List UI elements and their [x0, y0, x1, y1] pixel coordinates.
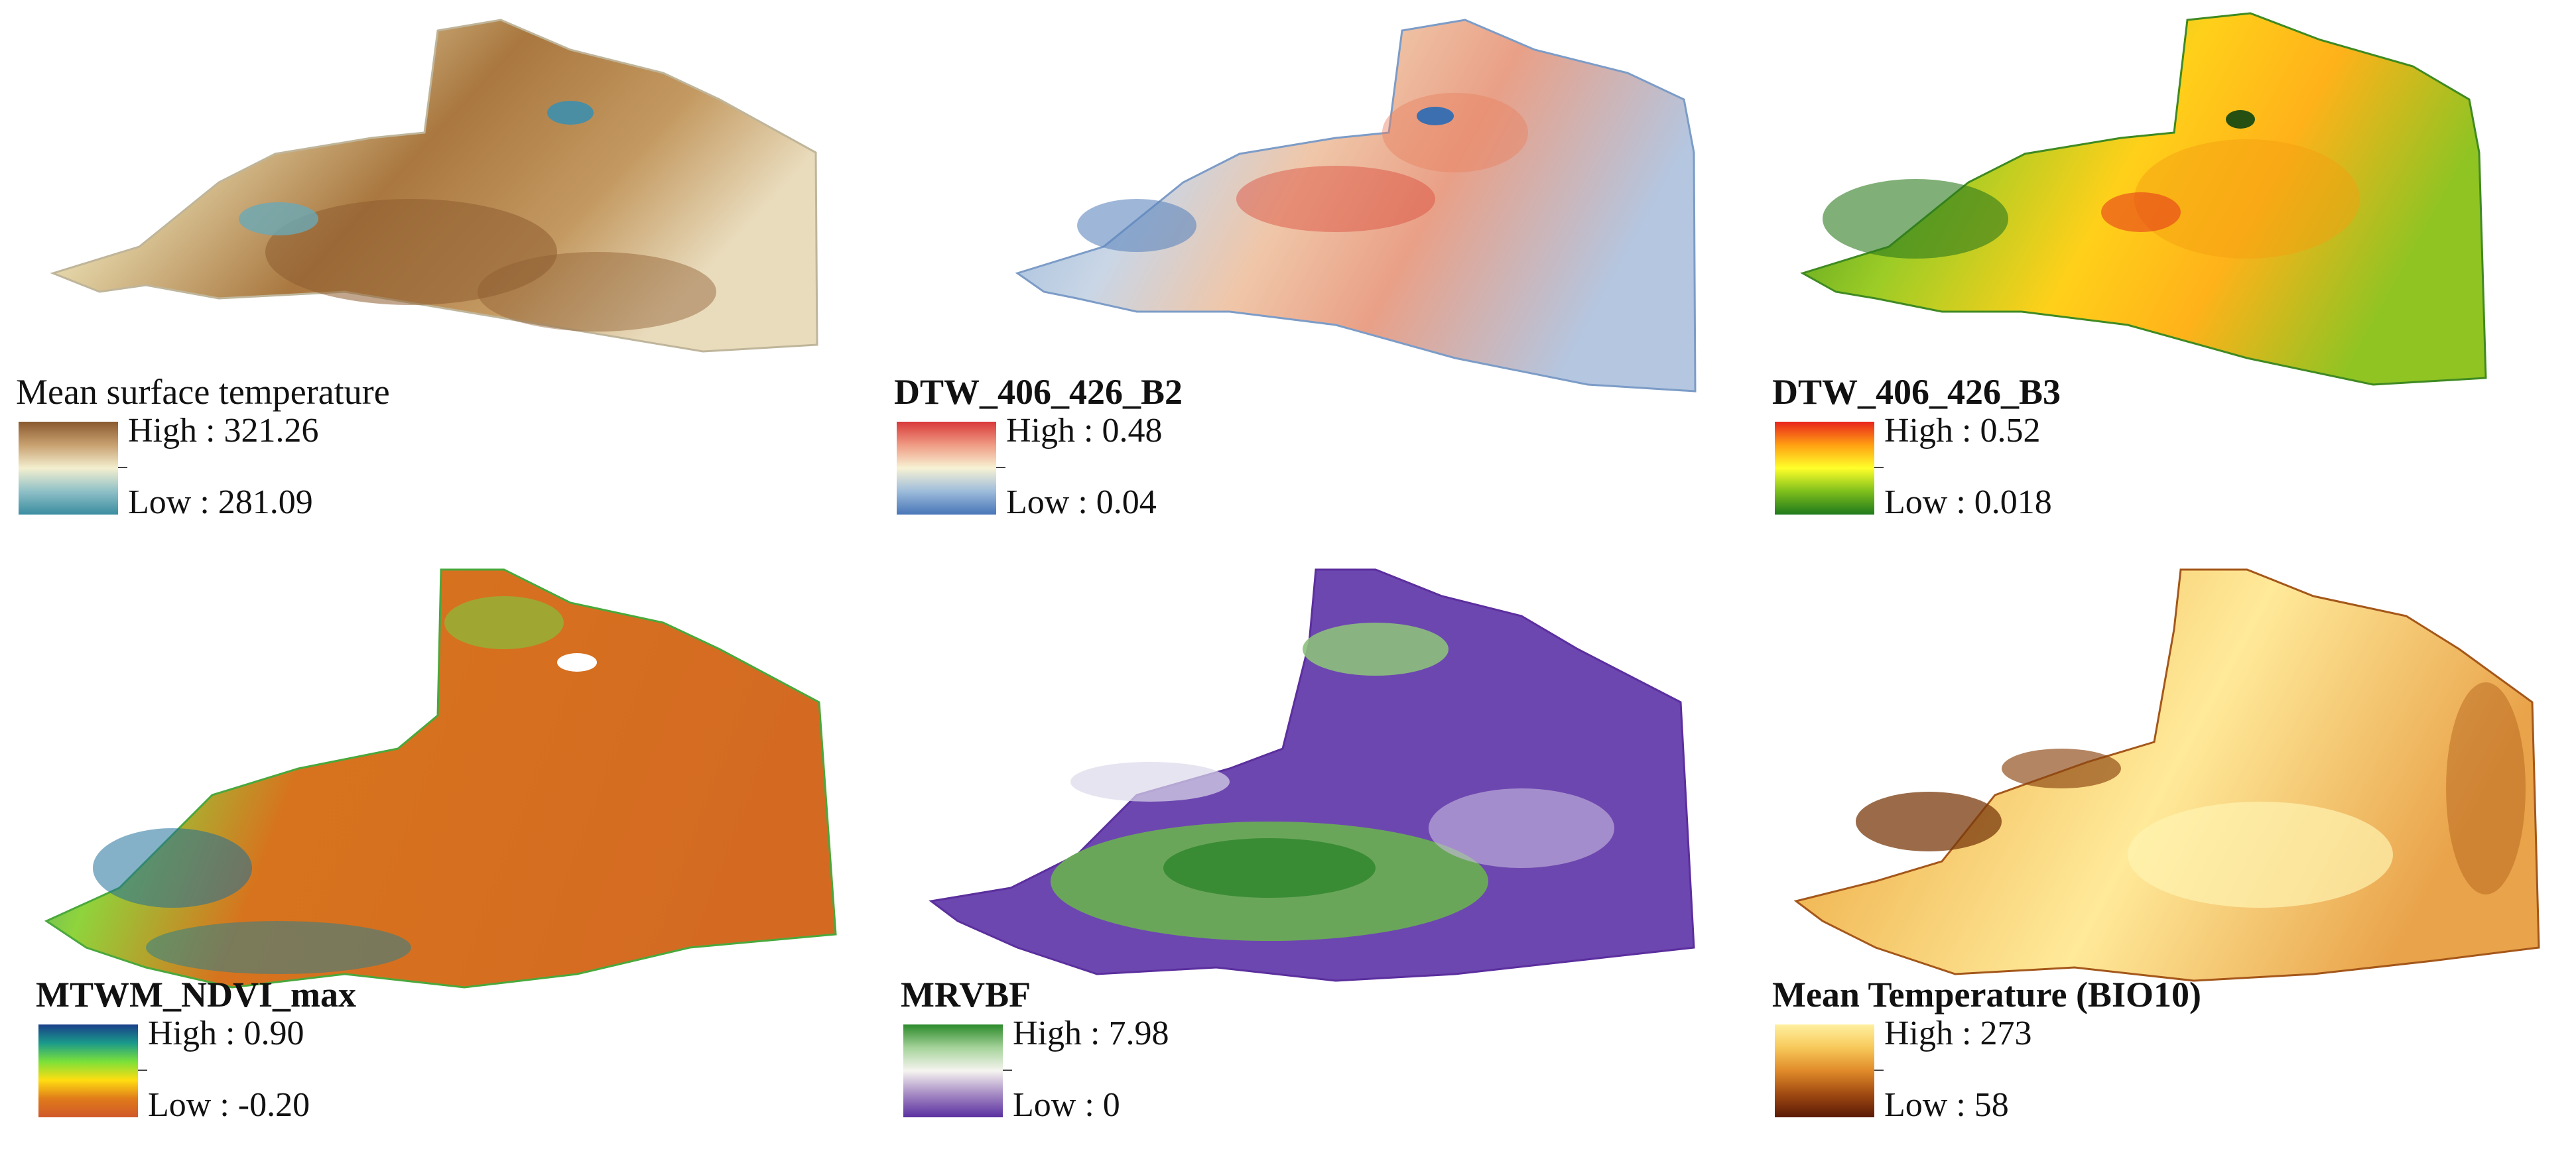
legend-high-label: High : 0.52	[1884, 412, 2041, 450]
legend-high-label: High : 0.48	[1006, 412, 1163, 450]
color-ramp	[897, 422, 1005, 515]
color-ramp	[38, 1024, 147, 1117]
map-dtw-406-426-b2	[1015, 19, 1697, 393]
color-ramp	[1775, 1024, 1884, 1117]
legend: DTW_406_426_B3 High : 0.52 Low : 0.018	[1768, 371, 2498, 570]
color-ramp	[1775, 422, 1884, 515]
map-dtw-406-426-b3	[1800, 12, 2487, 386]
map-panel-mean-temperature-bio10: Mean Temperature (BIO10) High : 273 Low …	[1716, 568, 2575, 1153]
map-mean-surface-temperature	[50, 19, 818, 353]
legend-low-label: Low : 0.018	[1884, 483, 2052, 521]
legend-high-label: High : 7.98	[1013, 1015, 1169, 1052]
legend-low-label: Low : -0.20	[148, 1086, 310, 1124]
legend-title: DTW_406_426_B3	[1772, 372, 2061, 412]
legend-title: Mean surface temperature	[16, 372, 390, 412]
legend-high-label: High : 273	[1884, 1015, 2032, 1052]
legend-low-label: Low : 281.09	[128, 483, 313, 521]
legend-title: DTW_406_426_B2	[894, 372, 1183, 412]
legend-title: MRVBF	[901, 975, 1031, 1015]
legend-low-label: Low : 58	[1884, 1086, 2009, 1124]
legend: MTWM_NDVI_max High : 0.90 Low : -0.20	[32, 974, 761, 1173]
legend: Mean surface temperature High : 321.26 L…	[12, 371, 741, 570]
map-mtwm-ndvi-max	[44, 568, 837, 989]
map-panel-mrvbf: MRVBF High : 7.98 Low : 0	[858, 568, 1716, 1153]
legend: Mean Temperature (BIO10) High : 273 Low …	[1768, 974, 2498, 1173]
legend-title: MTWM_NDVI_max	[36, 975, 356, 1015]
legend: DTW_406_426_B2 High : 0.48 Low : 0.04	[890, 371, 1620, 570]
map-panel-dtw-b3: DTW_406_426_B3 High : 0.52 Low : 0.018	[1716, 0, 2575, 577]
legend-high-label: High : 0.90	[148, 1015, 304, 1052]
map-mrvbf	[929, 568, 1695, 982]
legend: MRVBF High : 7.98 Low : 0	[897, 974, 1626, 1173]
color-ramp	[903, 1024, 1012, 1117]
map-mean-temperature-bio10	[1793, 568, 2540, 982]
map-panel-mtwm-ndvi-max: MTWM_NDVI_max High : 0.90 Low : -0.20	[0, 568, 858, 1153]
legend-low-label: Low : 0	[1013, 1086, 1120, 1124]
legend-title: Mean Temperature (BIO10)	[1772, 975, 2201, 1015]
map-panel-dtw-b2: DTW_406_426_B2 High : 0.48 Low : 0.04	[858, 0, 1716, 577]
map-panel-mean-surface-temperature: Mean surface temperature High : 321.26 L…	[0, 0, 858, 577]
color-ramp	[19, 422, 127, 515]
legend-low-label: Low : 0.04	[1006, 483, 1157, 521]
legend-high-label: High : 321.26	[128, 412, 319, 450]
